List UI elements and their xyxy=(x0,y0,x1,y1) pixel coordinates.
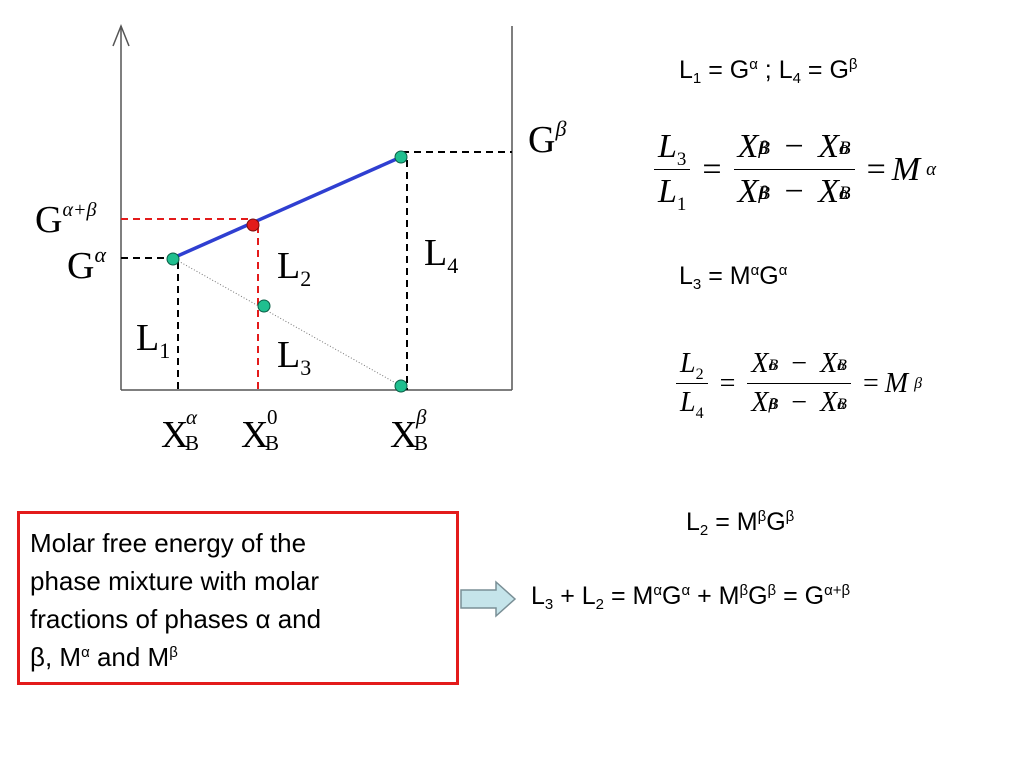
label-l2: L2 xyxy=(277,245,311,291)
tie-line xyxy=(172,155,402,260)
label-xb-zero-sub: B xyxy=(265,431,279,455)
point-mid xyxy=(257,299,271,313)
right-arrow-icon xyxy=(460,580,517,618)
label-xb-zero-sup: 0 xyxy=(267,405,278,429)
label-xb-alpha-sub: B xyxy=(185,431,199,455)
label-xb-beta-sup: β xyxy=(415,405,427,429)
point-g-ab xyxy=(246,218,260,232)
label-l4: L4 xyxy=(424,232,458,278)
point-g-beta xyxy=(394,150,408,164)
label-g-alpha: Gα xyxy=(67,242,106,287)
point-g-alpha xyxy=(166,252,180,266)
label-l3: L3 xyxy=(277,334,311,380)
label-l1: L1 xyxy=(136,317,170,363)
point-bottom xyxy=(394,379,408,393)
label-g-beta: Gβ xyxy=(528,116,566,161)
label-xb-alpha-sup: α xyxy=(186,405,198,429)
equation-l2: L2 = MβGβ xyxy=(686,508,795,539)
y-axis-arrow-icon xyxy=(112,23,130,47)
equation-l3: L3 = MαGα xyxy=(679,262,788,293)
explanation-line: phase mixture with molar xyxy=(30,566,319,596)
explanation-box: Molar free energy of the phase mixture w… xyxy=(17,511,459,685)
label-xb-alpha: X xyxy=(161,414,188,456)
equation-l1-l4: L1 = Gα ; L4 = Gβ xyxy=(679,56,858,87)
label-xb-beta-sub: B xyxy=(414,431,428,455)
equation-sum: L3 + L2 = MαGα + MβGβ = Gα+β xyxy=(531,582,851,613)
explanation-line: β, Mα and Mβ xyxy=(30,642,178,672)
label-g-alpha-beta: Gα+β xyxy=(35,199,96,241)
label-xb-beta: X xyxy=(390,414,417,456)
explanation-line: fractions of phases α and xyxy=(30,604,322,634)
label-xb-zero: X xyxy=(241,414,268,456)
explanation-line: Molar free energy of the xyxy=(30,528,307,558)
